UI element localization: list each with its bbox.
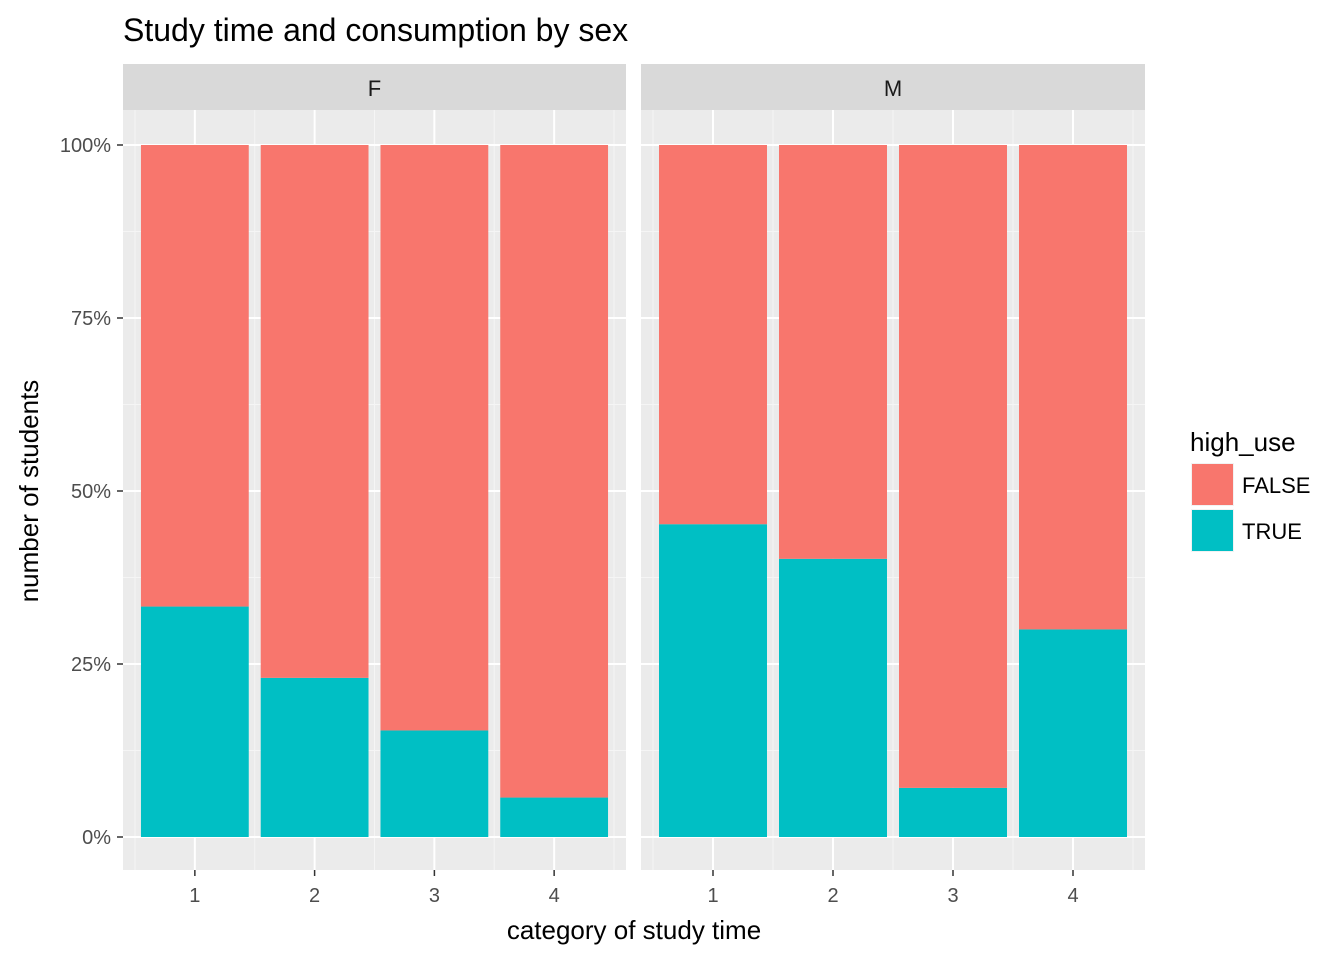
- bar-segment-false: [140, 145, 249, 607]
- x-tick-label: 4: [549, 885, 560, 907]
- legend-swatch-true: [1192, 510, 1233, 551]
- y-axis-title: number of students: [14, 380, 44, 603]
- bar-segment-false: [899, 145, 1007, 788]
- bar-segment-true: [140, 606, 249, 837]
- y-axis: 0% 25% 50% 75% 100%: [60, 135, 123, 849]
- bar-segment-true: [779, 558, 887, 837]
- x-axis-title: category of study time: [507, 915, 761, 945]
- y-tick-label: 100%: [60, 135, 111, 157]
- y-tick-label: 75%: [71, 308, 111, 330]
- facet-strip-label: M: [884, 76, 902, 101]
- bar-segment-true: [899, 787, 1007, 837]
- facet-strip-label: F: [368, 76, 381, 101]
- bar-segment-true: [1019, 629, 1127, 837]
- x-tick-label: 3: [947, 885, 958, 907]
- y-tick-label: 0%: [82, 827, 111, 849]
- bar-segment-true: [659, 524, 767, 837]
- x-tick-label: 1: [707, 885, 718, 907]
- bar-segment-true: [500, 797, 609, 837]
- legend-label: FALSE: [1242, 473, 1310, 498]
- bar-segment-true: [380, 730, 489, 837]
- legend-swatch-false: [1192, 464, 1233, 505]
- bar-segment-true: [260, 677, 369, 837]
- x-tick-label: 2: [827, 885, 838, 907]
- x-tick-label: 3: [429, 885, 440, 907]
- bar-segment-false: [1019, 145, 1127, 630]
- y-tick-label: 50%: [71, 481, 111, 503]
- bar-segment-false: [380, 145, 489, 731]
- legend-label: TRUE: [1242, 519, 1302, 544]
- x-tick-label: 1: [189, 885, 200, 907]
- x-axis: 1 2 3 4 1 2 3 4: [189, 870, 1079, 907]
- bar-segment-false: [500, 145, 609, 798]
- x-tick-label: 2: [309, 885, 320, 907]
- facet-strip: [641, 64, 1145, 110]
- bar-segment-false: [779, 145, 887, 559]
- legend-title: high_use: [1190, 427, 1296, 457]
- facet-strip: [123, 64, 626, 110]
- bar-segment-false: [260, 145, 369, 678]
- x-tick-label: 4: [1067, 885, 1078, 907]
- chart-title: Study time and consumption by sex: [123, 12, 628, 48]
- legend: high_use FALSE TRUE: [1190, 427, 1310, 552]
- y-tick-label: 25%: [71, 654, 111, 676]
- bar-segment-false: [659, 145, 767, 525]
